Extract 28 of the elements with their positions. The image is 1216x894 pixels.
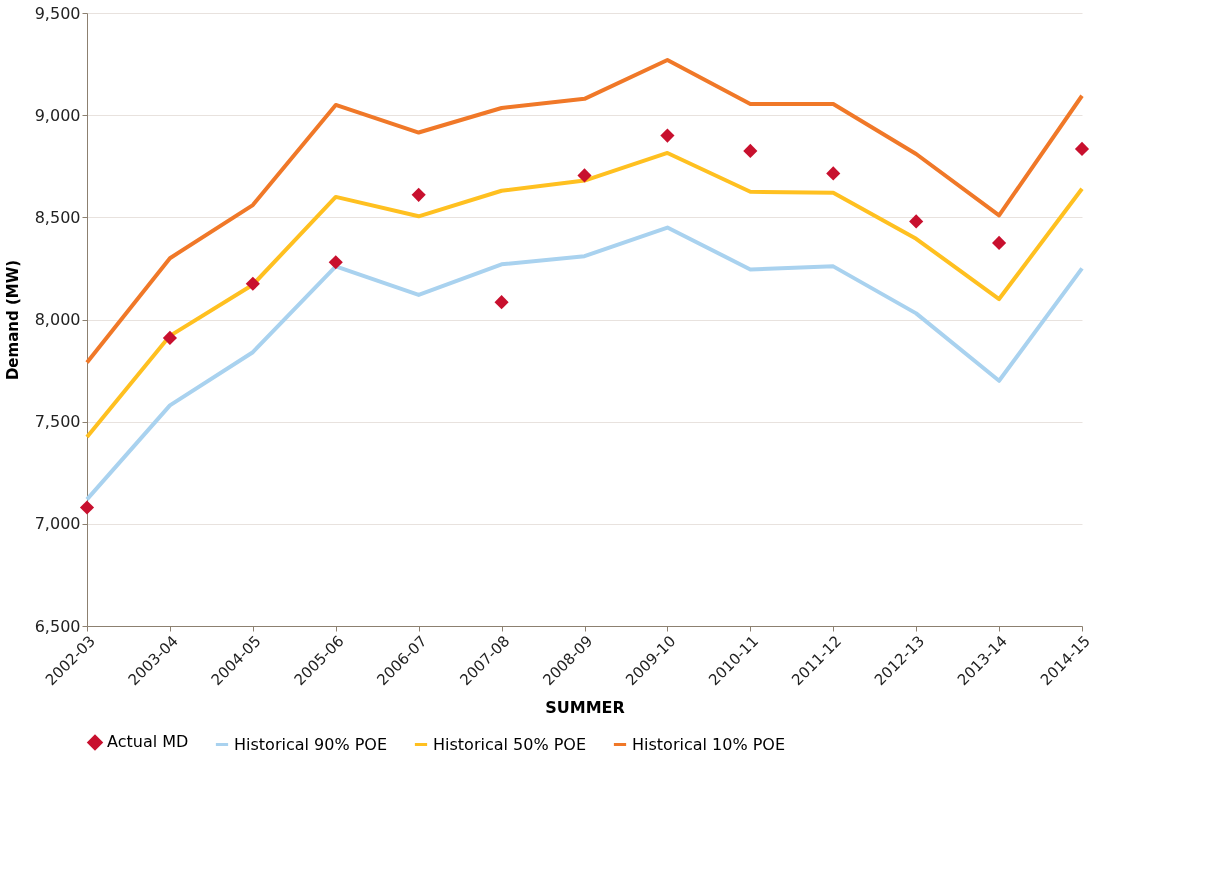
- legend-label: Historical 10% POE: [632, 734, 786, 754]
- point: [909, 214, 924, 229]
- y-tick-label: 6,500: [34, 616, 81, 636]
- point: [245, 276, 260, 291]
- y-tick-label: 9,000: [34, 105, 81, 125]
- legend-label: Historical 50% POE: [433, 734, 587, 754]
- line-series: [85, 150, 1084, 439]
- y-tick-label: 8,000: [34, 310, 81, 329]
- x-axis-title: SUMMER: [545, 698, 625, 718]
- point: [79, 500, 95, 515]
- y-tick-label: 7,500: [34, 412, 81, 432]
- point: [743, 143, 758, 158]
- point: [577, 168, 592, 183]
- point: [494, 295, 509, 310]
- y-axis-title: Demand (MW): [3, 259, 22, 381]
- legend-label: Historical 90% POE: [234, 734, 388, 754]
- line-series: [85, 58, 1084, 365]
- legend-label: Actual MD: [107, 732, 189, 752]
- point: [328, 255, 343, 270]
- y-tick-label: 9,500: [34, 3, 81, 23]
- point: [992, 235, 1007, 250]
- point: [411, 187, 426, 202]
- y-tick-label: 7,000: [34, 514, 81, 534]
- point: [660, 128, 675, 143]
- point: [826, 166, 841, 181]
- point: [162, 330, 177, 345]
- point: [1074, 141, 1090, 156]
- y-tick-label: 8,500: [34, 207, 81, 227]
